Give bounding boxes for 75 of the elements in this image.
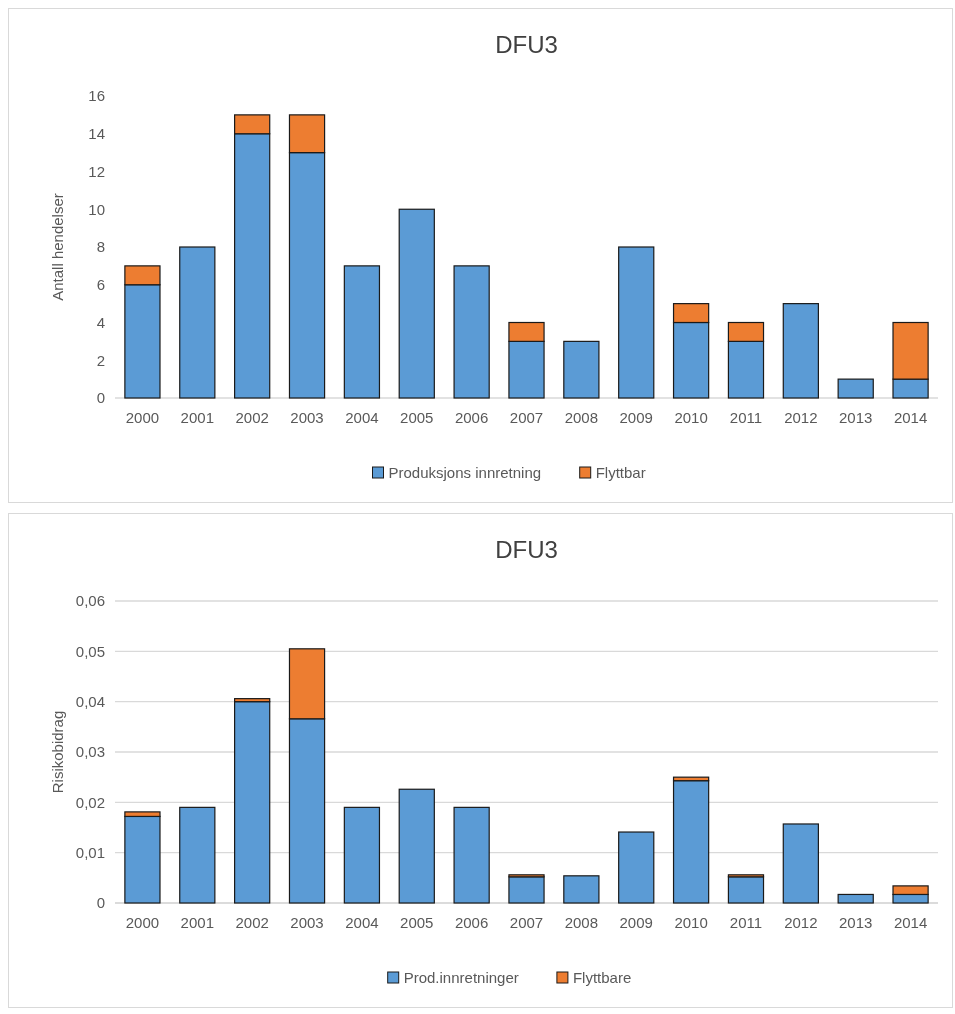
bar [782,823,819,904]
bar [343,265,381,399]
bar [727,876,765,904]
x-tick-label: 2012 [784,914,818,931]
x-tick-label: 2009 [619,409,653,426]
bar [398,788,435,904]
bar [672,780,710,904]
x-tick-label: 2001 [180,409,214,426]
y-tick-label: 8 [96,238,105,256]
bar [343,806,381,904]
x-tick-label: 2013 [839,914,873,931]
legend-label: Flyttbar [595,464,646,482]
y-tick-label: 0,04 [75,692,105,710]
x-tick-label: 2014 [893,409,928,426]
bar [563,340,600,399]
x-tick-label: 2012 [784,409,818,426]
bar [234,701,271,904]
bar [179,806,216,904]
x-tick-label: 2010 [674,409,708,426]
bar [124,815,161,904]
x-tick-label: 2009 [619,914,653,931]
x-tick-label: 2011 [729,409,763,426]
y-tick-label: 12 [88,162,105,180]
y-tick-label: 0,01 [75,843,105,861]
y-axis-title: Risikobidrag [49,710,66,794]
x-tick-label: 2006 [454,409,489,426]
x-tick-label: 2003 [290,914,324,931]
y-tick-label: 0,06 [75,592,105,610]
y-tick-label: 10 [88,200,105,218]
legend-label: Prod.innretninger [403,969,519,987]
x-tick-label: 2013 [839,409,873,426]
legend-label: Flyttbare [572,969,632,987]
x-tick-label: 2002 [235,409,269,426]
bar [618,831,655,904]
bar [563,875,600,904]
chart-title: DFU3 [495,536,558,563]
y-axis-title: Antall hendelser [49,193,66,301]
y-tick-label: 2 [96,351,105,369]
bar [618,246,655,399]
legend-label: Produksjons innretning [388,464,542,482]
x-tick-label: 2014 [893,914,928,931]
y-tick-label: 0,02 [75,793,105,811]
y-tick-label: 0,05 [75,642,105,660]
x-tick-label: 2004 [345,914,379,931]
x-tick-label: 2007 [509,409,544,426]
x-tick-label: 2002 [235,914,269,931]
x-tick-label: 2007 [509,914,544,931]
x-tick-label: 2004 [345,409,379,426]
bar [453,806,490,904]
x-tick-label: 2008 [564,914,599,931]
x-tick-label: 2008 [564,409,599,426]
bar [453,265,490,399]
bar [837,378,874,399]
bar [837,893,874,904]
x-tick-label: 2005 [400,914,434,931]
bar [508,876,545,904]
chart-title: DFU3 [495,31,558,58]
y-tick-label: 6 [96,276,105,293]
y-tick-label: 0,03 [75,743,105,761]
x-tick-label: 2000 [125,409,160,426]
x-tick-label: 2003 [290,409,324,426]
y-tick-label: 0 [96,894,105,912]
x-tick-label: 2006 [454,914,489,931]
bar [398,208,435,399]
x-tick-label: 2001 [180,914,214,931]
x-tick-label: 2010 [674,914,708,931]
x-tick-label: 2005 [400,409,434,426]
x-tick-label: 2011 [729,914,763,931]
bar [782,303,819,399]
y-tick-label: 14 [88,125,105,142]
y-tick-label: 0 [96,389,105,407]
x-tick-label: 2000 [125,914,160,931]
bar [179,246,216,399]
y-tick-label: 4 [96,313,105,331]
y-tick-label: 16 [88,87,105,105]
